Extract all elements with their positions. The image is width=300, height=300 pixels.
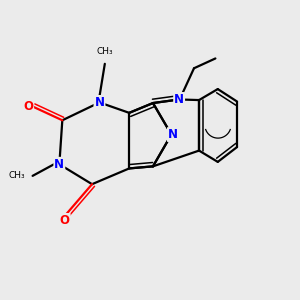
Text: N: N — [168, 128, 178, 141]
Text: O: O — [23, 100, 33, 113]
Text: CH₃: CH₃ — [8, 171, 25, 180]
Text: CH₃: CH₃ — [97, 47, 113, 56]
Text: N: N — [94, 96, 104, 109]
Text: N: N — [54, 158, 64, 171]
Text: N: N — [174, 93, 184, 106]
Text: O: O — [60, 214, 70, 227]
